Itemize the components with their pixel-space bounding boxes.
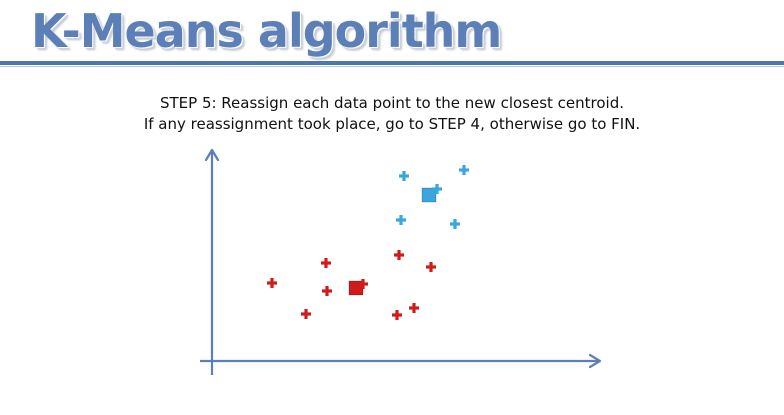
y-axis-arrowhead: [204, 148, 220, 162]
data-point-1-2: [459, 165, 469, 175]
data-point-2-8: [392, 310, 402, 320]
centroid-marker-1: [421, 187, 437, 203]
data-point-2-5: [358, 279, 368, 289]
title-underline: [0, 61, 784, 65]
step-description: STEP 5: Reassign each data point to the …: [0, 93, 784, 135]
data-point-2-4: [301, 309, 311, 319]
data-point-2-1: [267, 278, 277, 288]
data-point-1-5: [450, 219, 460, 229]
data-point-2-6: [394, 250, 404, 260]
slide-title: K-Means algorithm: [31, 4, 502, 58]
header: K-Means algorithm: [0, 0, 784, 67]
data-point-1-4: [396, 215, 406, 225]
axes: [200, 148, 602, 375]
data-point-2-9: [409, 303, 419, 313]
step-description-line-1: STEP 5: Reassign each data point to the …: [159, 94, 625, 112]
data-point-2-2: [321, 258, 331, 268]
title-underline-shadow: [0, 66, 784, 67]
data-marks: [267, 165, 469, 320]
step-description-line-2: If any reassignment took place, go to ST…: [143, 115, 641, 133]
x-axis-arrowhead: [588, 353, 602, 369]
data-point-2-3: [322, 286, 332, 296]
data-point-2-7: [426, 262, 436, 272]
data-point-1-1: [399, 171, 409, 181]
data-point-1-3: [432, 184, 442, 194]
